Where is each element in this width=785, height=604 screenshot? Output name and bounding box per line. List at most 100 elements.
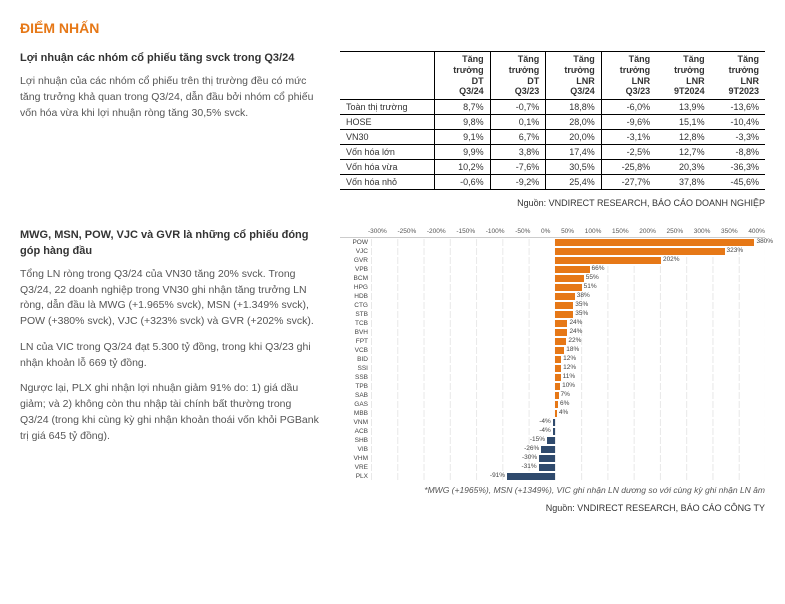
x-tick-label: 150% [612,228,629,235]
section2-heading: MWG, MSN, POW, VJC và GVR là những cổ ph… [20,228,320,259]
bar-ticker-label: GAS [340,401,371,408]
bar-value-label: -15% [530,436,545,443]
bar-row: GVR202% [340,256,765,265]
table-cell: 37,8% [656,175,710,190]
bar-fill [555,374,561,381]
bar-ticker-label: HDB [340,293,371,300]
table-row: Toàn thị trường8,7%-0,7%18,8%-6,0%13,9%-… [340,100,765,115]
table-cell: 9,1% [435,130,491,145]
table-row: VN309,1%6,7%20,0%-3,1%12,8%-3,3% [340,130,765,145]
bar-value-label: 51% [584,283,597,290]
bar-fill [555,284,582,291]
bar-track: 24% [371,320,765,327]
table-cell: 9,9% [435,145,491,160]
bar-ticker-label: FPT [340,338,371,345]
section1-table-container: TăngtrưởngDTQ3/24TăngtrưởngDTQ3/23Tăngtr… [340,51,765,208]
table-header: TăngtrưởngDTQ3/23 [490,52,546,100]
bar-ticker-label: GVR [340,257,371,264]
table-cell: -3,1% [601,130,656,145]
bar-row: VNM-4% [340,418,765,427]
bar-value-label: 6% [560,400,569,407]
chart-footnote: *MWG (+1965%), MSN (+1349%), VIC ghi nhậ… [340,485,765,495]
bar-row: VJC 323% [340,247,765,256]
table-header: TăngtrưởngLNRQ3/24 [546,52,602,100]
bar-value-label: -31% [521,463,536,470]
table-cell: 13,9% [656,100,710,115]
section1-paragraph: Lợi nhuận của các nhóm cổ phiếu trên thị… [20,74,320,121]
bar-value-label: -30% [522,454,537,461]
bar-fill [555,410,557,417]
bar-track: 11% [371,374,765,381]
table-cell: 3,8% [490,145,546,160]
table-cell: Vốn hóa nhỏ [340,175,435,190]
bar-value-label: 18% [566,346,579,353]
table-row: HOSE9,8%0,1%28,0%-9,6%15,1%-10,4% [340,115,765,130]
bar-ticker-label: BVH [340,329,371,336]
bar-track: 7% [371,392,765,399]
bar-fill [555,275,584,282]
bar-ticker-label: POW [340,239,371,246]
section1-heading: Lợi nhuận các nhóm cổ phiếu tăng svck tr… [20,51,320,66]
bar-track: -4% [371,419,765,426]
bar-value-label: 11% [563,373,576,380]
bar-fill [555,239,755,246]
bar-fill [555,401,558,408]
bar-ticker-label: HPG [340,284,371,291]
bar-track: 24% [371,329,765,336]
bar-track: 55% [371,275,765,282]
bar-row: VCB18% [340,346,765,355]
bar-fill [555,266,590,273]
bar-row: ACB-4% [340,427,765,436]
bar-ticker-label: MBB [340,410,371,417]
bar-row: BID12% [340,355,765,364]
x-tick-label: -200% [427,228,446,235]
bar-row: GAS 6% [340,400,765,409]
bar-track: 35% [371,311,765,318]
section-profit-growth: Lợi nhuận các nhóm cổ phiếu tăng svck tr… [20,51,765,208]
table-cell: 28,0% [546,115,602,130]
bar-row: POW380% [340,238,765,247]
bar-value-label: 7% [561,391,570,398]
bar-ticker-label: SHB [340,437,371,444]
bar-value-label: 4% [559,409,568,416]
bar-ticker-label: SSI [340,365,371,372]
bar-fill [555,392,559,399]
table-header: TăngtrưởngLNR9T2023 [711,52,765,100]
table-cell: 25,4% [546,175,602,190]
bar-value-label: 323% [727,247,744,254]
bar-fill [507,473,555,480]
table-row: Vốn hóa nhỏ-0,6%-9,2%25,4%-27,7%37,8%-45… [340,175,765,190]
table-cell: 12,8% [656,130,710,145]
bar-fill [539,455,555,462]
table-cell: 0,1% [490,115,546,130]
bar-ticker-label: VJC [340,248,371,255]
bar-value-label: 24% [569,319,582,326]
bar-fill [555,302,573,309]
bar-track: 35% [371,302,765,309]
bar-fill [555,329,568,336]
bar-ticker-label: VHM [340,455,371,462]
bar-value-label: 12% [563,364,576,371]
bar-ticker-label: VIB [340,446,371,453]
section2-p2: LN của VIC trong Q3/24 đạt 5.300 tỷ đồng… [20,340,320,372]
table-cell: 17,4% [546,145,602,160]
bar-fill [555,311,573,318]
table-cell: -25,8% [601,160,656,175]
x-tick-label: -50% [515,228,530,235]
table-cell: -8,8% [711,145,765,160]
bar-value-label: 35% [575,301,588,308]
table-row: Vốn hóa vừa10,2%-7,6%30,5%-25,8%20,3%-36… [340,160,765,175]
bar-row: STB35% [340,310,765,319]
x-tick-label: 350% [721,228,738,235]
table-cell: 12,7% [656,145,710,160]
x-tick-label: 250% [667,228,684,235]
bar-fill [539,464,555,471]
table-cell: -0,6% [435,175,491,190]
bar-ticker-label: BCM [340,275,371,282]
bar-track: 10% [371,383,765,390]
chart-x-axis: -300%-250%-200%-150%-100%-50%0%50%100%15… [340,228,765,235]
bar-track: 380% [371,239,765,246]
table-cell: -27,7% [601,175,656,190]
section-top-contributors: MWG, MSN, POW, VJC và GVR là những cổ ph… [20,228,765,513]
bar-ticker-label: ACB [340,428,371,435]
